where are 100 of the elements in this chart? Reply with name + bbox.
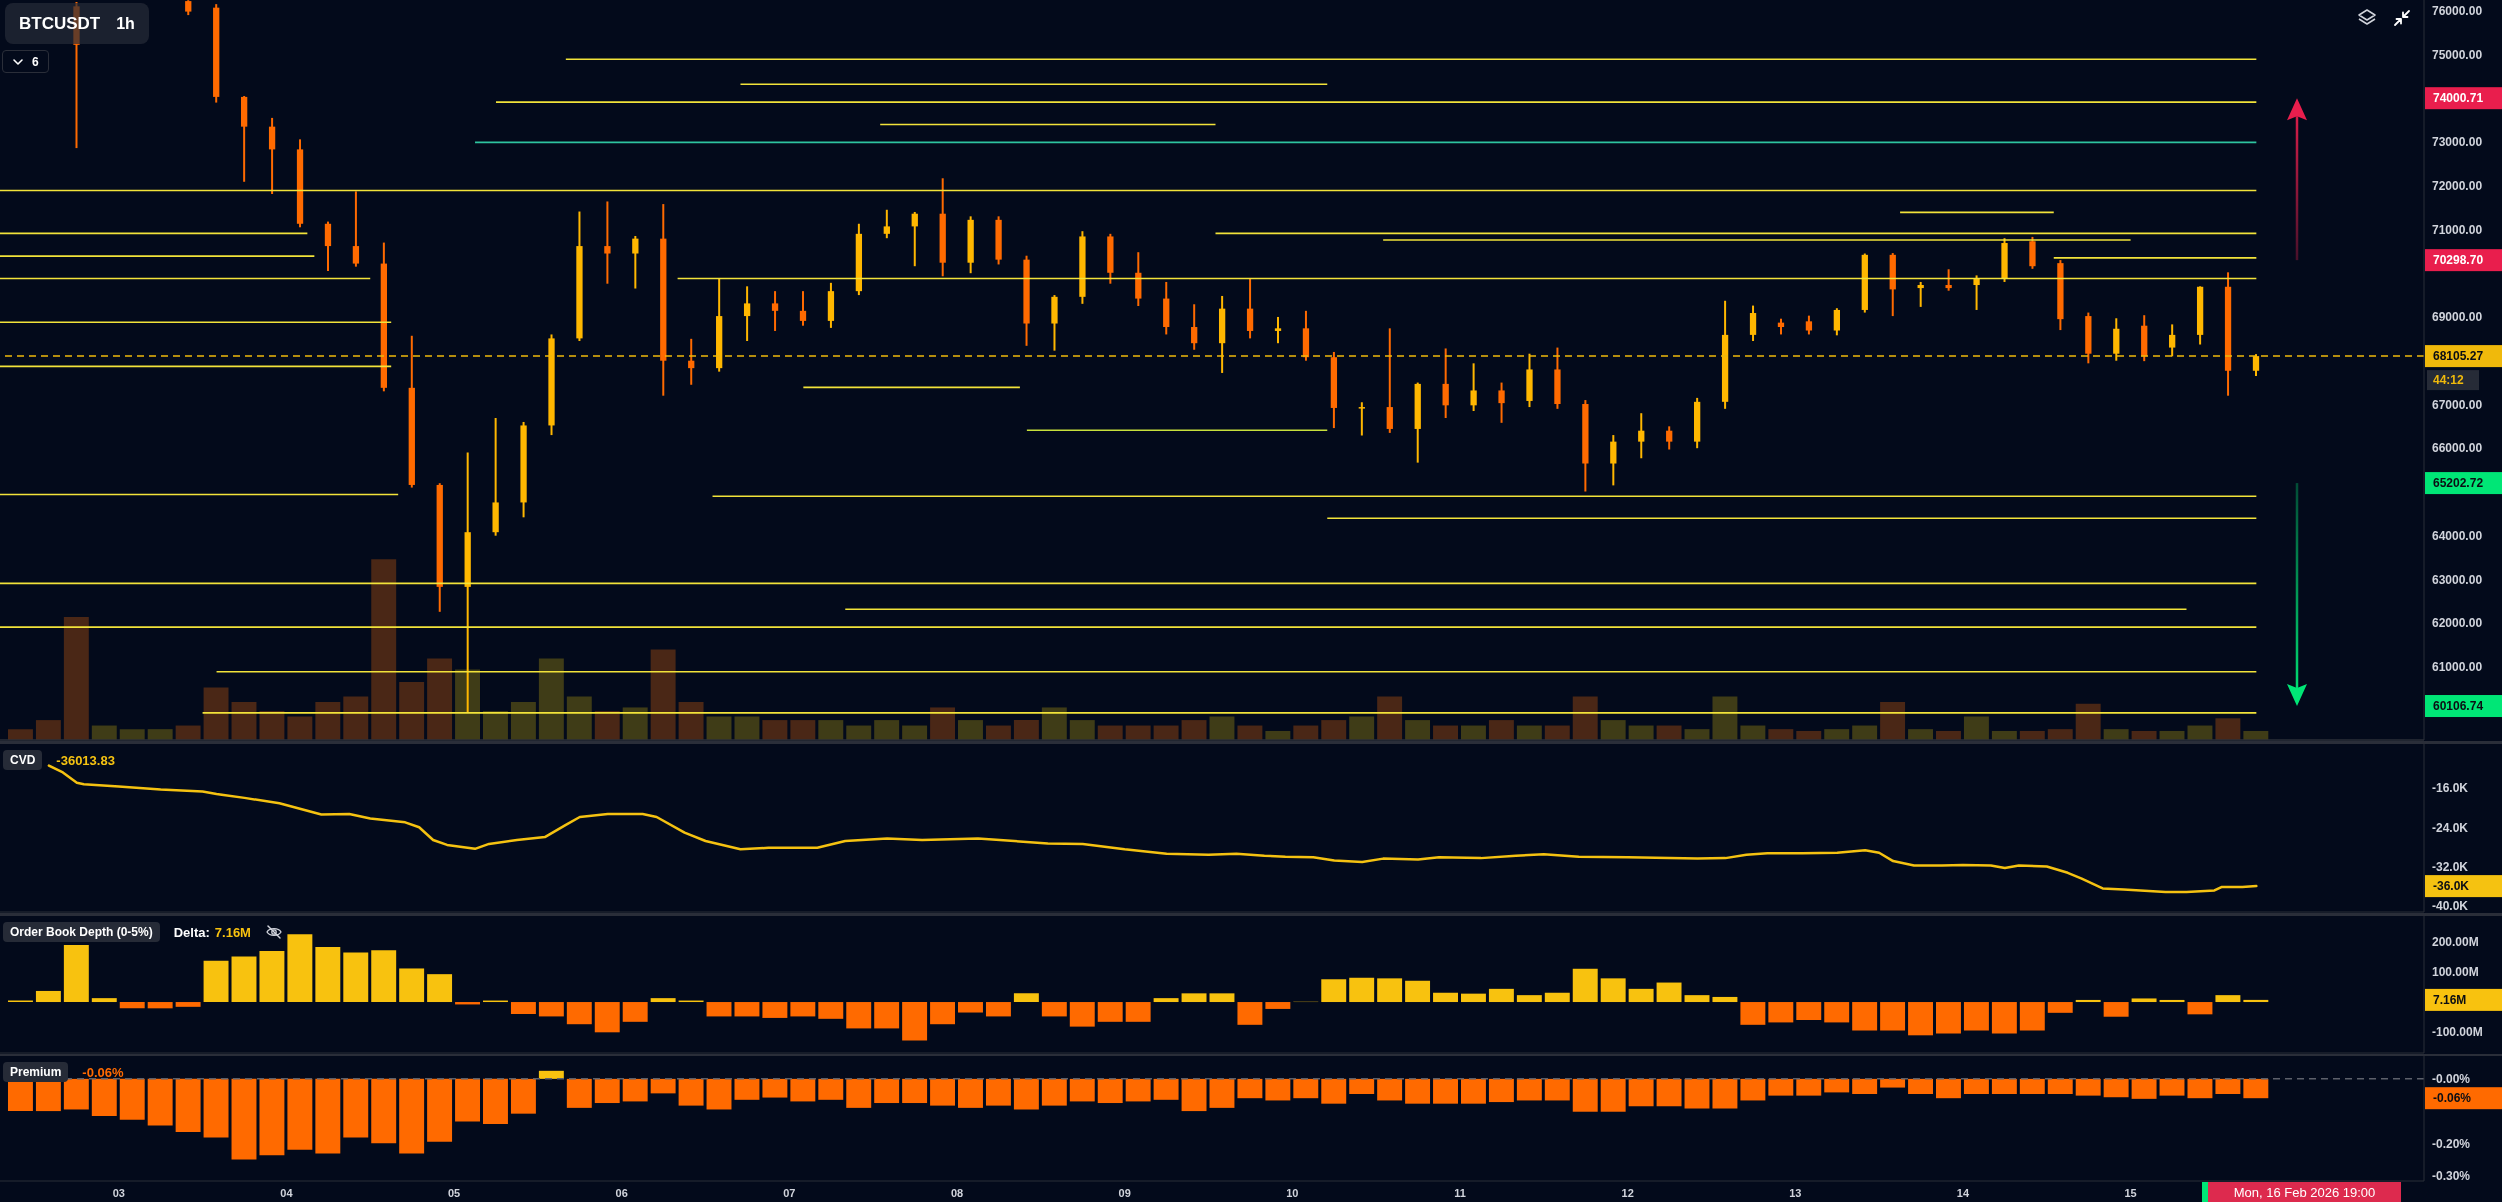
- bar: [2075, 703, 2101, 740]
- bar: [1488, 988, 1514, 1003]
- bar: [818, 720, 844, 740]
- bar: [2047, 729, 2073, 740]
- bar: [1488, 720, 1514, 740]
- y-tick-label: -32.0K: [2432, 859, 2469, 874]
- bar: [2187, 1002, 2213, 1015]
- bar: [762, 720, 788, 740]
- bar: [706, 716, 732, 740]
- bar: [1768, 1002, 1794, 1023]
- bar: [902, 1002, 928, 1041]
- bar: [427, 658, 453, 740]
- bar: [510, 1002, 536, 1015]
- text: Order Book Depth (0-5%): [3, 922, 160, 942]
- bar: [902, 725, 928, 740]
- candlestick: [1610, 434, 1617, 487]
- candlestick: [1666, 425, 1673, 451]
- bar: [1209, 993, 1235, 1003]
- bar: [1181, 720, 1207, 740]
- candlestick: [911, 210, 918, 268]
- candlestick: [2169, 323, 2176, 358]
- y-tick-label: 61000.00: [2432, 660, 2483, 675]
- text: 65202.72: [2433, 476, 2484, 491]
- bar: [427, 974, 453, 1003]
- bar: [371, 559, 397, 740]
- text: 60106.74: [2433, 699, 2484, 714]
- bar: [1377, 978, 1403, 1003]
- text: 74000.71: [2433, 91, 2484, 106]
- bar: [1628, 988, 1654, 1003]
- candlestick: [1386, 327, 1393, 434]
- bar: [2103, 729, 2129, 740]
- bar: [371, 950, 397, 1003]
- text: BTCUSDT: [19, 13, 101, 34]
- bar: [175, 725, 201, 740]
- candlestick: [352, 190, 360, 268]
- bar: [203, 687, 229, 740]
- y-tick-label: -16.0K: [2432, 781, 2469, 796]
- bar: [119, 729, 145, 740]
- x-tick-label: 08: [950, 1186, 964, 1199]
- bar: [147, 729, 173, 740]
- text: 7.16M: [2433, 993, 2467, 1008]
- bar: [399, 682, 425, 740]
- bar: [2131, 998, 2157, 1003]
- bar: [2215, 995, 2241, 1003]
- bar: [1460, 725, 1486, 740]
- bar: [594, 711, 620, 740]
- bar: [1824, 729, 1850, 740]
- bar: [985, 725, 1011, 740]
- bar: [2047, 1002, 2073, 1013]
- bar: [1600, 978, 1626, 1003]
- candlestick: [268, 116, 276, 196]
- bar: [510, 702, 536, 740]
- candlestick: [1498, 381, 1505, 424]
- bar: [1041, 1002, 1067, 1017]
- bar: [287, 934, 313, 1003]
- candlestick: [1638, 412, 1645, 460]
- bar: [35, 990, 61, 1003]
- text: -0.06%: [2433, 1091, 2472, 1106]
- bar: [175, 1002, 201, 1007]
- bar: [958, 1002, 983, 1013]
- bar: [874, 720, 900, 740]
- bar: [1265, 1002, 1291, 1009]
- bar: [1153, 725, 1179, 740]
- bar: [2159, 999, 2185, 1003]
- bar: [846, 725, 872, 740]
- y-tick-label: -0.30%: [2432, 1168, 2471, 1183]
- bar: [63, 945, 89, 1003]
- bar: [1013, 993, 1039, 1003]
- bar: [1516, 725, 1542, 740]
- bar: [343, 952, 369, 1003]
- text: Mon, 16 Feb 2026 19:00: [2202, 1182, 2401, 1202]
- bar: [259, 951, 285, 1003]
- bar: [1069, 720, 1095, 740]
- y-tick-label: 66000.00: [2432, 441, 2483, 456]
- bar: [1824, 1002, 1850, 1023]
- bar: [231, 956, 257, 1003]
- candlestick: [2252, 353, 2260, 378]
- bar: [538, 1002, 564, 1017]
- bar: [566, 1002, 592, 1025]
- ref-line-label: 68105.27: [2433, 349, 2484, 364]
- bar: [958, 720, 983, 740]
- bar: [1349, 977, 1375, 1003]
- bar: [1908, 729, 1934, 740]
- y-tick-label: 67000.00: [2432, 397, 2483, 412]
- bar: [315, 946, 341, 1003]
- candlestick: [1246, 277, 1254, 340]
- y-tick-label: 76000.00: [2432, 3, 2483, 18]
- bar: [7, 729, 33, 740]
- bar: [287, 716, 313, 740]
- bar: [622, 1002, 648, 1022]
- bar: [790, 1002, 816, 1017]
- y-tick-label: 75000.00: [2432, 47, 2483, 62]
- text: 1h: [116, 14, 135, 33]
- bar: [1572, 968, 1598, 1003]
- bar: [1740, 725, 1766, 740]
- bar: [1544, 992, 1570, 1003]
- bar: [678, 702, 704, 740]
- bar: [846, 1002, 872, 1029]
- bar: [1433, 992, 1458, 1003]
- bar: [1880, 702, 1906, 740]
